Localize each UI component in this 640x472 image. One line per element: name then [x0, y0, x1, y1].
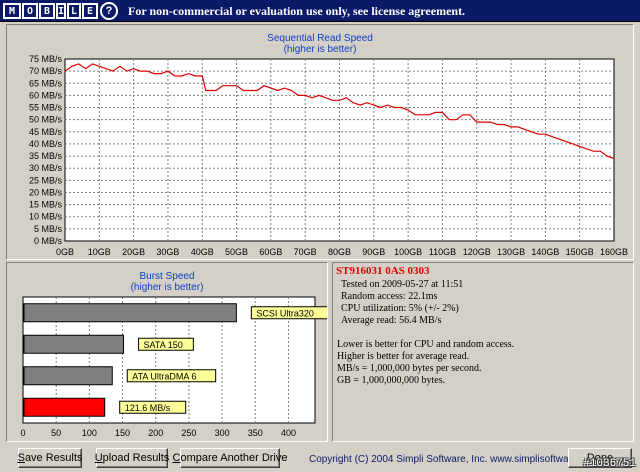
x-tick-label: 100GB [394, 247, 422, 257]
y-tick-label: 5 MB/s [34, 224, 63, 234]
x-tick-label: 200 [148, 428, 163, 438]
x-tick-label: 20GB [122, 247, 145, 257]
bar-label: 121.6 MB/s [125, 403, 171, 413]
x-tick-label: 70GB [294, 247, 317, 257]
y-tick-label: 75 MB/s [29, 54, 63, 64]
x-tick-label: 140GB [531, 247, 559, 257]
x-tick-label: 90GB [362, 247, 385, 257]
x-tick-label: 30GB [156, 247, 179, 257]
app-logo-mark: ? [100, 2, 118, 20]
watermark: #1036751 [583, 458, 636, 470]
license-notice: For non-commercial or evaluation use onl… [128, 4, 466, 18]
y-tick-label: 15 MB/s [29, 200, 63, 210]
copyright-text: Copyright (C) 2004 Simpli Software, Inc.… [309, 454, 600, 465]
x-tick-label: 130GB [497, 247, 525, 257]
bar-label: ATA UltraDMA 6 [132, 371, 196, 381]
chart-subtitle: (higher is better) [131, 282, 204, 293]
drive-name: ST916031 0AS 0303 [336, 265, 430, 277]
x-tick-label: 350 [248, 428, 263, 438]
burst-speed-chart: Burst Speed(higher is better) 0 50 100 150 20… [20, 271, 327, 438]
x-tick-label: 120GB [463, 247, 491, 257]
drive-info-panel: ST916031 0AS 0303 Tested on 2009-05-27 a… [332, 262, 634, 442]
y-tick-label: 55 MB/s [29, 103, 63, 113]
x-tick-label: 250 [181, 428, 196, 438]
x-tick-label: 400 [281, 428, 296, 438]
x-tick-label: 80GB [328, 247, 351, 257]
y-tick-label: 60 MB/s [29, 90, 63, 100]
title-bar: M O B I L E ? For non-commercial or eval… [0, 0, 640, 22]
y-tick-label: 45 MB/s [29, 127, 63, 137]
y-tick-label: 20 MB/s [29, 187, 63, 197]
x-tick-label: 60GB [259, 247, 282, 257]
burst-bar [23, 397, 106, 417]
y-tick-label: 50 MB/s [29, 115, 63, 125]
x-tick-label: 150 [115, 428, 130, 438]
note-line: GB = 1,000,000,000 bytes. [337, 375, 446, 386]
burst-bar [23, 366, 113, 386]
x-tick-label: 150GB [566, 247, 594, 257]
average-read: Average read: 56.4 MB/s [341, 315, 442, 326]
x-tick-label: 50GB [225, 247, 248, 257]
bar-label-box [119, 400, 187, 414]
y-tick-label: 65 MB/s [29, 78, 63, 88]
note-line: Higher is better for average read. [337, 351, 470, 362]
x-tick-label: 0 [20, 428, 25, 438]
x-tick-label: 50 [51, 428, 61, 438]
sequential-read-chart: Sequential Read Speed(higher is better) 0… [29, 33, 628, 257]
burst-speed-panel: Burst Speed (higher is better) 0 50 100 150 20… [6, 262, 328, 442]
x-tick-label: 100 [82, 428, 97, 438]
x-tick-label: 160GB [600, 247, 628, 257]
cpu-utilization: CPU utilization: 5% (+/- 2%) [341, 303, 459, 314]
chart-subtitle: (higher is better) [284, 44, 357, 55]
x-tick-label: 40GB [191, 247, 214, 257]
burst-bar [23, 303, 237, 323]
x-tick-label: 110GB [429, 247, 456, 257]
bar-label-box [138, 337, 194, 351]
x-tick-label: 300 [215, 428, 230, 438]
legend-notes: Lower is better for CPU and random acces… [337, 339, 514, 387]
plot-area [64, 58, 615, 242]
done-button[interactable]: Done [568, 448, 632, 468]
sequential-read-panel: Sequential Read Speed (higher is better) 0… [6, 24, 634, 260]
y-tick-label: 35 MB/s [29, 151, 63, 161]
bar-label: SATA 150 [144, 340, 183, 350]
bar-label-box [126, 369, 217, 383]
app-logo: M O B I L E ? [3, 2, 123, 20]
y-tick-label: 40 MB/s [29, 139, 63, 149]
y-tick-label: 10 MB/s [29, 212, 63, 222]
note-line: MB/s = 1,000,000 bytes per second. [337, 363, 482, 374]
y-tick-label: 70 MB/s [29, 66, 63, 76]
note-line: Lower is better for CPU and random acces… [337, 339, 515, 350]
chart-title: Sequential Read Speed [267, 33, 373, 44]
bar-label: SCSI Ultra320 [256, 308, 314, 318]
x-tick-label: 0GB [56, 247, 74, 257]
tested-on: Tested on 2009-05-27 at 11:51 [341, 279, 464, 290]
x-tick-label: 10GB [88, 247, 111, 257]
y-tick-label: 30 MB/s [29, 163, 63, 173]
random-access: Random access: 22.1ms [341, 291, 438, 302]
drive-results: Tested on 2009-05-27 at 11:51 Random acc… [341, 279, 463, 327]
y-tick-label: 0 MB/s [34, 236, 63, 246]
y-tick-label: 25 MB/s [29, 175, 63, 185]
bar-label-box [250, 306, 327, 320]
chart-title: Burst Speed [139, 271, 194, 282]
read-speed-line [64, 63, 615, 160]
burst-bar [23, 334, 125, 354]
